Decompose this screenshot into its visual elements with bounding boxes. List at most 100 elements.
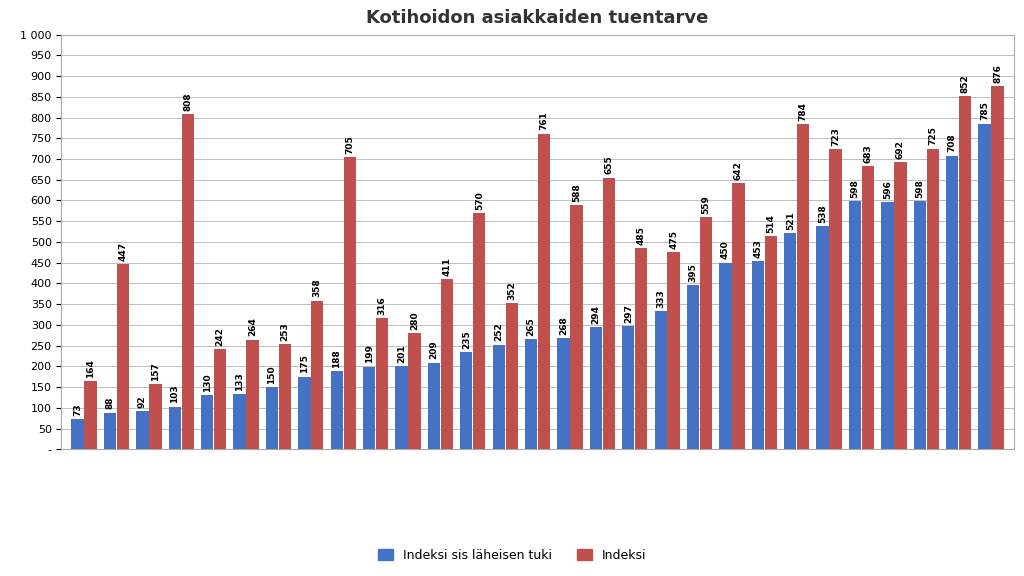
Text: 588: 588 — [572, 183, 581, 202]
Text: 808: 808 — [183, 92, 193, 111]
Text: 514: 514 — [766, 214, 775, 233]
Bar — [395, 366, 408, 449]
Bar — [214, 349, 226, 449]
Bar — [829, 149, 842, 449]
Bar — [150, 384, 162, 449]
Bar — [136, 411, 148, 449]
Text: 209: 209 — [429, 340, 438, 359]
Text: 708: 708 — [948, 134, 956, 152]
Bar — [460, 352, 472, 449]
Bar — [959, 96, 972, 449]
Text: 253: 253 — [281, 323, 290, 341]
Text: 352: 352 — [507, 281, 516, 300]
Text: 559: 559 — [701, 195, 711, 214]
Text: 297: 297 — [624, 304, 633, 323]
Bar — [72, 419, 84, 449]
Text: 92: 92 — [138, 395, 146, 408]
Bar — [862, 166, 874, 449]
Bar — [279, 344, 291, 449]
Text: 175: 175 — [300, 354, 309, 373]
Text: 852: 852 — [961, 74, 970, 93]
Bar — [473, 213, 485, 449]
Bar — [635, 248, 647, 449]
Text: 876: 876 — [993, 64, 1002, 83]
Text: 683: 683 — [863, 144, 872, 162]
Text: 265: 265 — [526, 317, 536, 336]
Text: 252: 252 — [495, 323, 503, 342]
Text: 453: 453 — [754, 239, 762, 258]
Text: 692: 692 — [896, 140, 905, 159]
Bar — [331, 372, 343, 449]
Bar — [84, 381, 96, 449]
Text: 411: 411 — [442, 257, 452, 275]
Bar — [525, 339, 538, 449]
Bar — [428, 363, 440, 449]
Text: 642: 642 — [734, 161, 743, 180]
Bar — [765, 236, 777, 449]
Bar — [181, 114, 194, 449]
Legend: Indeksi sis läheisen tuki, Indeksi: Indeksi sis läheisen tuki, Indeksi — [373, 544, 651, 567]
Bar — [590, 327, 602, 449]
Text: 596: 596 — [883, 180, 892, 199]
Text: 201: 201 — [397, 344, 407, 363]
Text: 655: 655 — [604, 156, 613, 175]
Bar — [169, 407, 181, 449]
Bar — [991, 86, 1004, 449]
Bar — [894, 162, 906, 449]
Text: 188: 188 — [332, 349, 341, 368]
Bar — [654, 311, 667, 449]
Text: 598: 598 — [851, 179, 859, 198]
Bar — [344, 157, 356, 449]
Text: 268: 268 — [559, 316, 568, 335]
Text: 294: 294 — [592, 305, 600, 324]
Bar — [699, 218, 713, 449]
Text: 133: 133 — [236, 372, 244, 391]
Bar — [946, 156, 958, 449]
Bar — [506, 304, 518, 449]
Bar — [266, 387, 279, 449]
Text: 723: 723 — [831, 127, 840, 146]
Text: 785: 785 — [980, 101, 989, 120]
Text: 235: 235 — [462, 329, 471, 348]
Text: 199: 199 — [365, 344, 374, 363]
Text: 761: 761 — [540, 112, 549, 130]
Bar — [979, 124, 991, 449]
Text: 705: 705 — [345, 135, 354, 154]
Bar — [298, 377, 310, 449]
Bar — [493, 345, 505, 449]
Bar — [409, 333, 421, 449]
Bar — [233, 394, 246, 449]
Text: 150: 150 — [267, 365, 276, 384]
Bar — [927, 149, 939, 449]
Text: 450: 450 — [721, 241, 730, 259]
Bar — [440, 279, 453, 449]
Bar — [623, 326, 635, 449]
Bar — [687, 286, 699, 449]
Text: 521: 521 — [785, 211, 795, 230]
Bar — [882, 202, 894, 449]
Bar — [784, 233, 797, 449]
Text: 333: 333 — [656, 289, 666, 308]
Bar — [752, 262, 764, 449]
Bar — [201, 395, 213, 449]
Text: 538: 538 — [818, 204, 827, 223]
Bar — [376, 318, 388, 449]
Bar — [603, 177, 615, 449]
Text: 784: 784 — [799, 102, 808, 121]
Text: 395: 395 — [688, 263, 697, 282]
Text: 475: 475 — [669, 230, 678, 249]
Bar — [538, 134, 550, 449]
Bar — [103, 413, 116, 449]
Text: 358: 358 — [313, 279, 322, 297]
Bar — [849, 201, 861, 449]
Bar — [913, 201, 926, 449]
Text: 447: 447 — [119, 241, 127, 260]
Text: 88: 88 — [105, 397, 115, 410]
Text: 264: 264 — [248, 317, 257, 336]
Bar — [797, 124, 809, 449]
Text: 598: 598 — [915, 179, 925, 198]
Text: 485: 485 — [637, 226, 646, 245]
Text: 725: 725 — [929, 126, 937, 145]
Text: 242: 242 — [216, 327, 224, 346]
Bar — [668, 252, 680, 449]
